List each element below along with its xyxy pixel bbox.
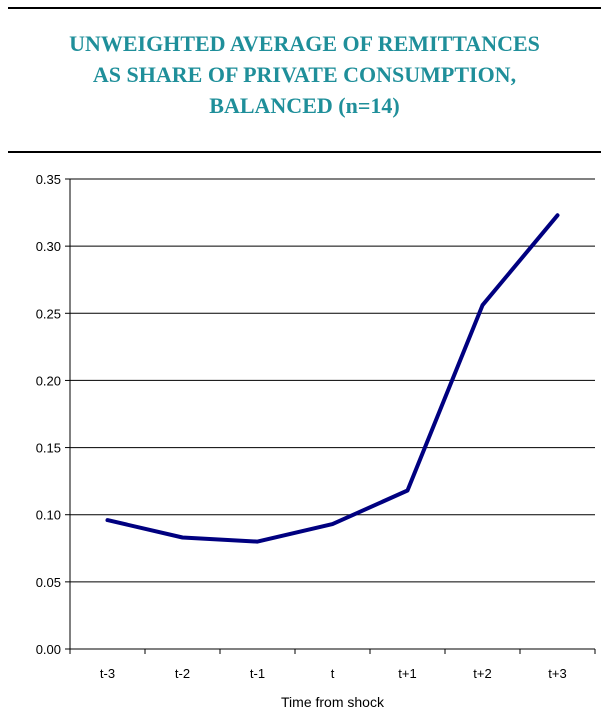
y-axis-tick-labels: 0.00 0.05 0.10 0.15 0.20 0.25 0.30 0.35 bbox=[36, 172, 61, 657]
series-line-0 bbox=[105, 213, 560, 544]
x-tick-label-t+2: t+2 bbox=[473, 666, 491, 681]
series-group bbox=[105, 213, 560, 544]
x-axis-title: Time from shock bbox=[281, 694, 385, 710]
x-tick-label-t: t bbox=[331, 666, 335, 681]
chart-title-line-3: BALANCED (n=14) bbox=[209, 93, 400, 118]
x-tick-label-t-1: t-1 bbox=[250, 666, 265, 681]
y-tick-label: 0.25 bbox=[36, 306, 61, 321]
y-tick-label: 0.15 bbox=[36, 441, 61, 456]
y-tick-label: 0.20 bbox=[36, 373, 61, 388]
x-tick-label-t-3: t-3 bbox=[100, 666, 115, 681]
y-tick-label: 0.05 bbox=[36, 575, 61, 590]
x-tick-label-t+3: t+3 bbox=[548, 666, 566, 681]
axes bbox=[65, 178, 596, 654]
x-axis-tick-labels: t-3 t-2 t-1 t t+1 t+2 t+3 bbox=[100, 666, 567, 681]
title-divider-rule bbox=[8, 151, 601, 153]
y-tick-label: 0.35 bbox=[36, 172, 61, 187]
y-tick-label: 0.00 bbox=[36, 642, 61, 657]
x-tick-label-t+1: t+1 bbox=[398, 666, 416, 681]
top-rule bbox=[8, 7, 601, 9]
gridlines bbox=[70, 178, 595, 583]
y-tick-label: 0.10 bbox=[36, 508, 61, 523]
chart-title: UNWEIGHTED AVERAGE OF REMITTANCES AS SHA… bbox=[8, 28, 601, 121]
x-tick-label-t-2: t-2 bbox=[175, 666, 190, 681]
chart-title-line-1: UNWEIGHTED AVERAGE OF REMITTANCES bbox=[69, 31, 540, 56]
chart-title-line-2: AS SHARE OF PRIVATE CONSUMPTION, bbox=[92, 62, 517, 87]
y-tick-label: 0.30 bbox=[36, 239, 61, 254]
